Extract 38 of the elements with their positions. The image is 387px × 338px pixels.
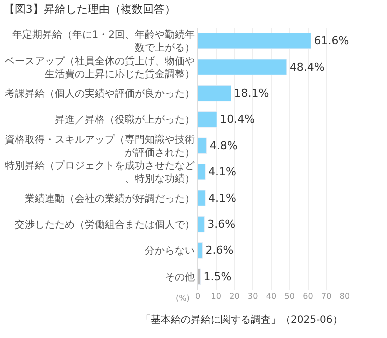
bar <box>198 190 206 206</box>
x-tick-label: 70 <box>322 292 332 301</box>
y-tick-label: 考課昇給（個人の実績や評価が良かった） <box>5 88 195 100</box>
data-label: 2.6% <box>206 244 234 258</box>
x-tick-label: 50 <box>284 292 295 301</box>
bar <box>198 268 202 286</box>
y-tick-label: その他 <box>165 271 195 284</box>
data-label: 4.1% <box>208 192 236 205</box>
data-label: 48.4% <box>290 60 325 74</box>
x-tick-label: 80 <box>340 292 350 301</box>
data-label: 18.1% <box>234 87 270 100</box>
text: 「基本給の昇給に関する調査」（2025-06） <box>141 314 343 326</box>
y-tick-label: 分からない <box>145 245 195 258</box>
bar <box>198 138 208 154</box>
data-label: 10.4% <box>220 113 256 126</box>
y-tick-label: 資格取得・スキルアップ（専門知識や技術が評価された） <box>5 134 195 159</box>
y-tick-label: 交渉したため（労働組合または個人で） <box>15 219 195 231</box>
text: 【図3】昇給した理由（複数回答） <box>4 2 176 16</box>
y-tick-label: 特別昇給（プロジェクトを成功させたなど、特別な功績） <box>5 160 195 186</box>
bar <box>198 242 204 259</box>
y-tick-label: 業績連動（会社の業績が好調だった） <box>25 192 195 205</box>
y-tick-label: 昇進／昇格（役職が上がった） <box>55 114 195 126</box>
x-tick-label: 40 <box>266 292 277 301</box>
data-label: 4.8% <box>210 139 238 152</box>
x-tick-label: 60 <box>303 292 314 301</box>
bar <box>198 164 206 180</box>
x-axis-title: (%) <box>176 294 190 303</box>
x-tick-label: 0 <box>195 292 201 301</box>
y-tick-label: ベースアップ（社員全体の賃上げ、物価や生活費の上昇に応じた賃金調整） <box>5 55 195 80</box>
y-tick-label: 年定期昇給（年に1・2回、年齢や勤続年数で上がる） <box>12 29 195 54</box>
data-label: 1.5% <box>204 270 232 284</box>
data-label: 3.6% <box>208 218 236 231</box>
data-label: 4.1% <box>208 166 236 179</box>
x-tick-label: 20 <box>230 292 240 301</box>
x-tick-label: 30 <box>248 292 258 301</box>
bar <box>198 216 205 233</box>
x-tick-label: 10 <box>211 292 222 301</box>
data-label: 61.6% <box>314 34 350 48</box>
